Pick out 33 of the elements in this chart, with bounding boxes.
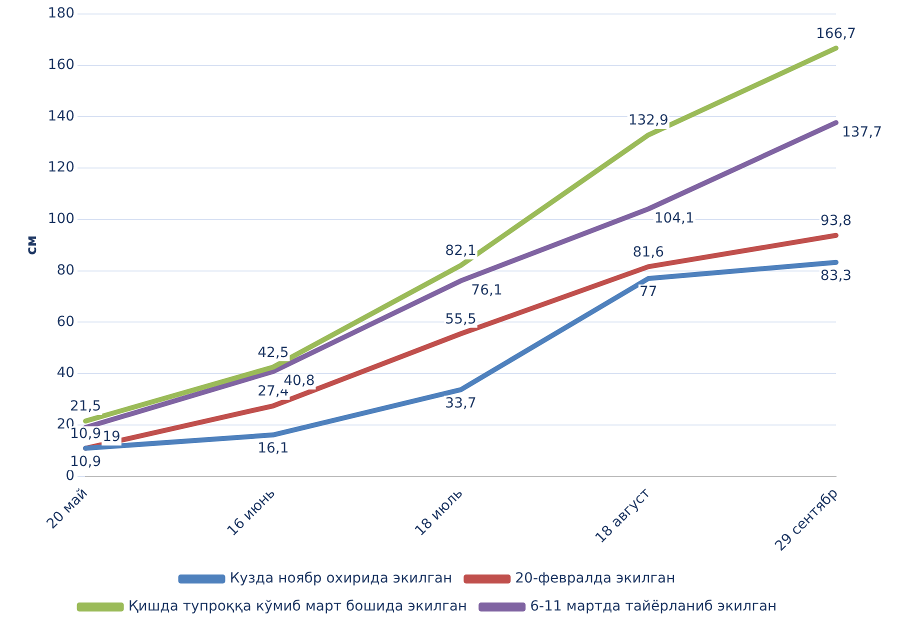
y-axis-title: см [24,235,40,256]
data-label: 10,9 [70,426,102,442]
data-label: 19 [102,429,120,446]
data-label: 83,3 [820,268,852,284]
data-label: 93,8 [820,213,852,230]
data-label: 81,6 [632,244,664,260]
data-label: 21,5 [70,398,102,415]
data-label: 77 [639,284,658,300]
y-tick-label: 40 [56,365,75,382]
data-label: 16,1 [258,440,289,457]
data-label: 42,5 [258,344,289,361]
data-label: 82,1 [445,243,476,260]
y-tick-label: 160 [48,57,75,74]
data-label: 76,1 [471,282,502,298]
data-label: 137,7 [842,124,882,140]
y-tick-label: 0 [66,468,75,484]
data-label: 104,1 [654,210,694,227]
data-label: 55,5 [445,311,476,328]
data-label: 33,7 [445,395,476,412]
legend-label: 20-февралда экилган [515,570,676,587]
data-label: 10,9 [70,454,102,470]
legend-label: Қишда тупроққа кўмиб март бошида экилган [128,598,468,615]
y-tick-label: 100 [48,211,75,228]
y-tick-label: 80 [56,262,75,278]
legend-label: Кузда ноябр охирида экилган [230,570,452,587]
y-tick-label: 180 [48,6,75,22]
y-tick-label: 120 [48,160,75,176]
y-tick-label: 60 [56,314,75,330]
y-tick-label: 140 [48,108,75,124]
legend-label: 6-11 мартда тайёрланиб экилган [530,598,777,615]
data-label: 132,9 [628,112,668,129]
data-label: 166,7 [816,26,856,42]
data-label: 40,8 [284,373,315,390]
